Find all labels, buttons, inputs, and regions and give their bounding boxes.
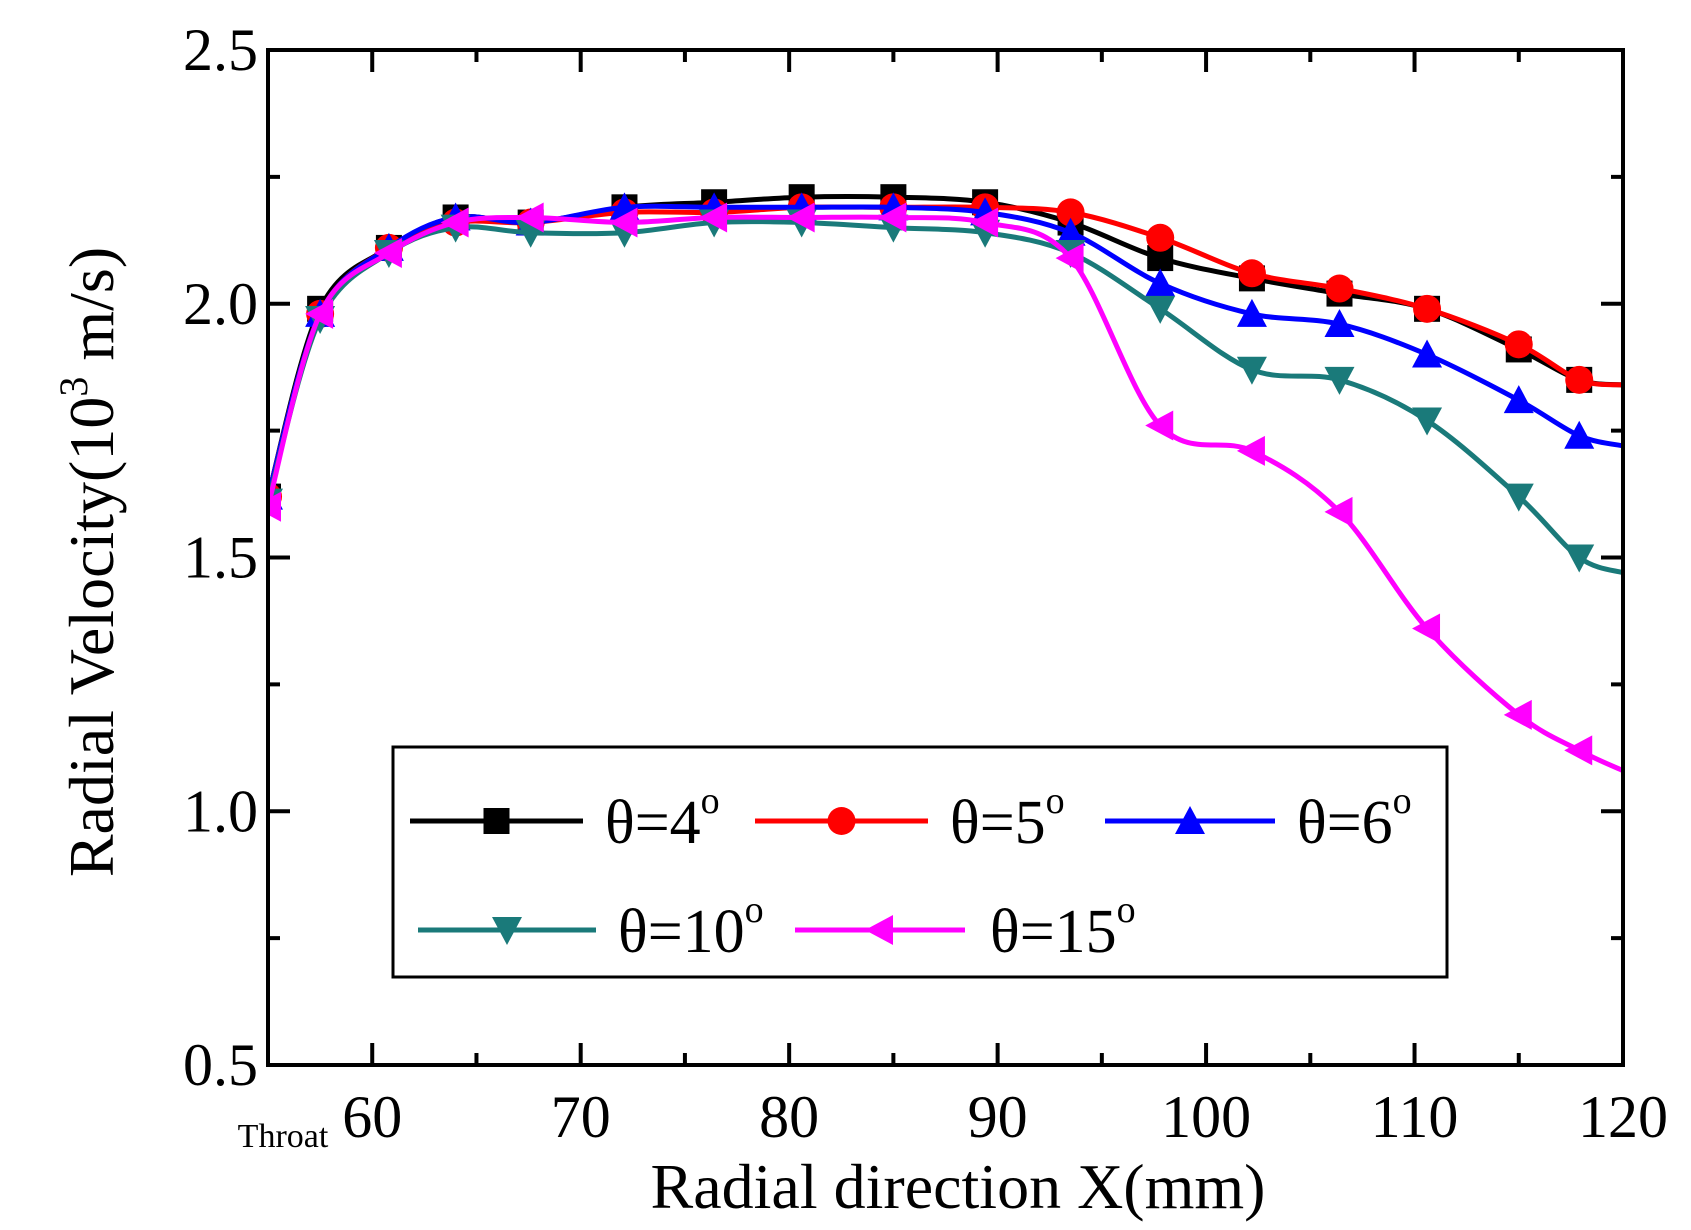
data-point-4-6 — [699, 202, 728, 233]
series-3 — [268, 209, 1623, 576]
y-tick-label: 1.0 — [183, 778, 258, 844]
data-point-1-11 — [1146, 223, 1175, 252]
data-point-2-14 — [1412, 339, 1443, 368]
data-point-3-13 — [1324, 366, 1355, 395]
legend-item-4: θ=15o — [795, 889, 1136, 966]
y-axis-label-text: Radial Velocity(103 m/s) — [51, 247, 127, 877]
legend-label-4: θ=15o — [990, 889, 1136, 966]
x-tick-label: 110 — [1371, 1084, 1459, 1150]
series-2 — [268, 192, 1623, 510]
legend-label-text-3: θ=10 — [618, 898, 745, 966]
legend-box — [391, 745, 1449, 979]
x-tick-label: 80 — [759, 1084, 819, 1150]
data-point-4-3 — [440, 207, 469, 238]
x-tick-label: 70 — [551, 1084, 611, 1150]
data-point-3-16 — [1564, 544, 1595, 573]
data-point-1-12 — [1237, 259, 1266, 288]
data-point-4-15 — [1503, 699, 1532, 730]
legend-item-3: θ=10o — [418, 889, 764, 966]
data-point-1-15 — [1504, 330, 1533, 359]
data-point-2-12 — [1236, 298, 1267, 327]
legend-marker-4 — [865, 915, 893, 945]
data-point-4-1 — [305, 298, 334, 329]
axes-layer — [266, 48, 1625, 1067]
legend-label-degree-4: o — [1117, 889, 1136, 931]
data-point-2-10 — [1055, 217, 1086, 246]
data-point-2-13 — [1324, 309, 1355, 338]
data-point-1-10 — [1056, 198, 1085, 227]
series-layer — [268, 184, 1623, 773]
legend-label-2: θ=6o — [1297, 780, 1412, 857]
legend-marker-2 — [1175, 806, 1205, 834]
data-point-4-9 — [970, 207, 999, 238]
data-point-4-7 — [786, 202, 815, 233]
x-tick-label: 100 — [1161, 1084, 1251, 1150]
data-point-4-10 — [1055, 243, 1084, 274]
legend-item-2: θ=6o — [1105, 780, 1412, 857]
legend-label-0: θ=4o — [605, 780, 720, 857]
legend-label-text-4: θ=15 — [990, 898, 1117, 966]
legend-label-text-2: θ=6 — [1297, 789, 1393, 857]
x-tick-label: 120 — [1578, 1084, 1668, 1150]
legend: θ=4o θ=5o θ=6oθ=10o θ=15o — [391, 745, 1449, 979]
y-axis-label-exponent: 3 — [51, 377, 96, 397]
throat-label: Throat — [238, 1118, 329, 1155]
data-point-3-12 — [1236, 356, 1267, 385]
data-point-4-11 — [1145, 410, 1174, 441]
axis-labels: 60 70 80 90 100 110 120 0.5 1.0 1.5 2.0 2.5 Throat Ra… — [51, 17, 1668, 1222]
legend-marker-3 — [492, 917, 522, 945]
data-point-4-12 — [1236, 435, 1265, 466]
data-point-4-4 — [515, 202, 544, 233]
y-tick-label: 1.5 — [183, 525, 258, 591]
data-point-4-5 — [609, 207, 638, 238]
legend-label-text-1: θ=5 — [950, 789, 1046, 857]
legend-marker-0 — [483, 808, 510, 834]
data-point-1-13 — [1325, 274, 1354, 303]
data-point-1-14 — [1413, 294, 1442, 323]
data-point-3-15 — [1503, 483, 1534, 512]
data-point-4-13 — [1324, 496, 1353, 527]
series-line-3 — [268, 219, 1623, 576]
x-axis-label: Radial direction X(mm) — [651, 1151, 1266, 1222]
data-point-4-14 — [1412, 613, 1441, 644]
legend-label-3: θ=10o — [618, 889, 764, 966]
legend-label-degree-2: o — [1393, 780, 1412, 822]
legend-marker-1 — [827, 807, 856, 835]
x-tick-label: 90 — [968, 1084, 1028, 1150]
data-point-4-8 — [878, 202, 907, 233]
legend-label-degree-3: o — [745, 889, 764, 931]
series-4 — [268, 202, 1623, 773]
legend-label-degree-1: o — [1046, 780, 1065, 822]
series-line-2 — [268, 203, 1623, 498]
legend-label-1: θ=5o — [950, 780, 1065, 857]
data-point-4-0 — [268, 491, 281, 522]
data-point-4-16 — [1564, 735, 1593, 766]
y-tick-label: 2.5 — [183, 17, 258, 83]
y-tick-label: 2.0 — [183, 271, 258, 337]
data-point-3-14 — [1412, 407, 1443, 436]
legend-item-1: θ=5o — [755, 780, 1065, 857]
y-axis-label: Radial Velocity(103 m/s) — [51, 247, 127, 877]
x-tick-label: 60 — [342, 1084, 402, 1150]
y-axis-label-unit: m/s) — [56, 247, 127, 377]
data-point-2-11 — [1145, 268, 1176, 297]
data-point-3-11 — [1145, 295, 1176, 324]
data-point-2-15 — [1503, 385, 1534, 414]
data-point-4-2 — [373, 238, 402, 268]
series-line-0 — [268, 194, 1623, 498]
legend-item-0: θ=4o — [410, 780, 720, 857]
legend-label-text-0: θ=4 — [605, 789, 701, 857]
data-point-1-16 — [1565, 365, 1594, 394]
data-point-2-16 — [1564, 420, 1595, 449]
legend-label-degree-0: o — [701, 780, 720, 822]
y-axis-label-main: Radial Velocity(10 — [56, 397, 127, 878]
y-tick-label: 0.5 — [183, 1032, 258, 1098]
